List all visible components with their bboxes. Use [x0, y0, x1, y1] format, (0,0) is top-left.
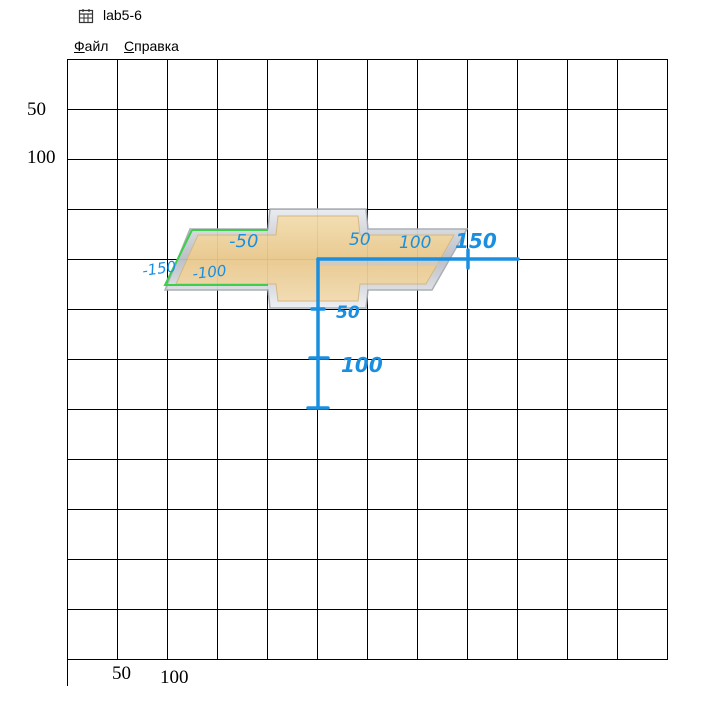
- annotation-50-y: 50: [336, 303, 360, 323]
- menu-help-mnemonic: С: [124, 38, 135, 54]
- x-axis-label-100: 100: [160, 667, 189, 688]
- grid: [67, 59, 668, 686]
- annotation-150-x: 150: [455, 229, 497, 253]
- annotation-minus-50: -50: [229, 231, 258, 252]
- annotation-minus-100: -100: [192, 262, 228, 283]
- x-axis-label-50: 50: [112, 663, 131, 684]
- canvas-svg: -150 -100 -50 50 100 150 50 100: [67, 59, 668, 686]
- menu-file-mnemonic: Ф: [74, 38, 85, 54]
- annotation-minus-150: -150: [141, 257, 177, 280]
- grid-horizontal-lines: [67, 59, 668, 660]
- blue-labels: -150 -100 -50 50 100 150 50 100: [141, 229, 497, 377]
- annotation-50-x: 50: [349, 230, 371, 250]
- bowtie-logo: [163, 208, 469, 309]
- green-left-outline: [163, 229, 268, 286]
- window-title: lab5-6: [103, 7, 142, 23]
- blue-axes: [306, 248, 520, 410]
- bowtie-center-band: [318, 258, 438, 266]
- calendar-grid-icon: [78, 8, 94, 24]
- annotation-100-y: 100: [341, 353, 383, 377]
- bowtie-gold-fill: [175, 215, 455, 302]
- menu-help-label: правка: [134, 38, 179, 54]
- menu-file-label: айл: [84, 38, 109, 54]
- menu-help[interactable]: Справка: [124, 38, 179, 54]
- y-axis-label-50: 50: [27, 99, 46, 120]
- drawing-canvas[interactable]: -150 -100 -50 50 100 150 50 100 50 100 5…: [0, 58, 711, 711]
- green-annotations: [163, 229, 268, 286]
- menu-bar: Файл Справка: [0, 36, 711, 58]
- title-bar: lab5-6: [0, 0, 711, 34]
- annotation-100-x: 100: [399, 233, 431, 253]
- menu-file[interactable]: Файл: [74, 38, 108, 54]
- y-axis-label-100: 100: [27, 147, 56, 168]
